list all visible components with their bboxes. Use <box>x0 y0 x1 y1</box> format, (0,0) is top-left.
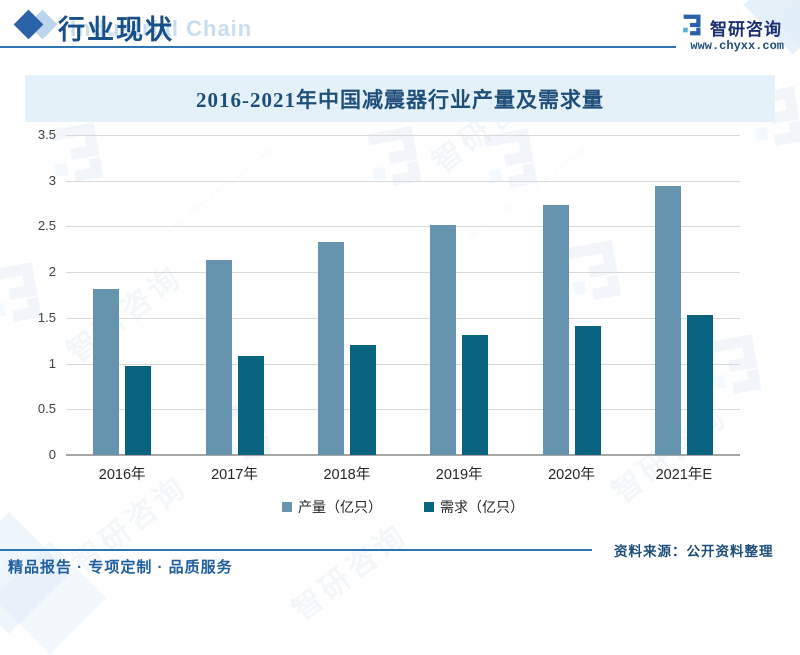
legend-label: 产量（亿只） <box>298 499 382 515</box>
header-divider <box>0 46 676 48</box>
bar-demand-2020年 <box>574 326 601 455</box>
y-tick-label: 3.5 <box>37 127 56 142</box>
brand-url: www.chyxx.com <box>690 39 784 53</box>
bar-production-2018年 <box>317 241 344 455</box>
bar-production-2017年 <box>205 260 232 455</box>
page-title: 行业现状 <box>58 15 174 45</box>
bar-chart: 0 0.5 1 1.5 2 2.5 3 3.5 2016年 2017年 2018年 2019年 2020… <box>37 127 740 483</box>
legend-swatch-icon <box>282 502 292 512</box>
legend-item: 需求（亿只） <box>424 497 524 517</box>
x-axis-label: 2017年 <box>211 467 258 483</box>
gridline-y-3.5 <box>66 135 740 136</box>
x-axis-label: 2021年E <box>655 467 713 483</box>
data-source-label: 资料来源：公开资料整理 <box>614 544 774 559</box>
bar-production-2021年E <box>654 186 681 455</box>
legend-swatch-icon <box>424 502 434 512</box>
brand-name: 智研咨询 <box>710 20 782 39</box>
bar-demand-2019年 <box>462 335 489 455</box>
brand-logo-icon <box>679 13 703 42</box>
x-axis-label: 2016年 <box>98 467 146 483</box>
chart-legend: 产量（亿只） 需求（亿只） <box>66 497 740 517</box>
gridline-y-2 <box>66 272 740 274</box>
gridline-y-1.5 <box>66 317 740 319</box>
bar-demand-2021年E <box>686 315 713 455</box>
legend-label: 需求（亿只） <box>440 499 524 515</box>
y-tick-label: 1 <box>48 355 56 371</box>
bar-production-2020年 <box>542 205 569 455</box>
bar-production-2019年 <box>430 224 457 455</box>
chart-title: 2016-2021年中国减震器行业产量及需求量 <box>196 87 604 112</box>
bar-demand-2016年 <box>125 366 152 455</box>
y-tick-label: 3 <box>48 172 56 188</box>
x-axis-line <box>66 454 740 456</box>
gridline-y-2.5 <box>66 226 740 228</box>
x-axis-label: 2018年 <box>323 467 371 483</box>
brand-block: 智研咨询 <box>679 13 782 42</box>
bar-production-2016年 <box>93 288 120 455</box>
bar-demand-2017年 <box>237 356 264 455</box>
x-axis-label: 2019年 <box>435 467 483 483</box>
y-tick-label: 2.5 <box>37 218 56 234</box>
gridline-y-3 <box>66 180 740 182</box>
y-tick-label: 1.5 <box>37 309 56 325</box>
page-header: Industrial Chain 行业现状 智研咨询 www.chyxx.com <box>0 0 800 53</box>
y-tick-label: 0 <box>48 447 56 462</box>
x-axis-label: 2020年 <box>548 467 595 483</box>
footer-divider <box>0 549 592 551</box>
footer-tagline: 精品报告 · 专项定制 · 品质服务 <box>8 559 233 576</box>
header-watermark-english: Industrial Chain <box>70 16 253 41</box>
y-tick-label: 0.5 <box>37 401 56 417</box>
y-tick-label: 2 <box>48 264 56 280</box>
bar-demand-2018年 <box>349 345 376 455</box>
legend-item: 产量（亿只） <box>282 497 382 517</box>
chart-title-banner: 2016-2021年中国减震器行业产量及需求量 <box>25 75 775 122</box>
gridline-y-0.5 <box>66 409 740 411</box>
gridline-y-1 <box>66 363 740 365</box>
